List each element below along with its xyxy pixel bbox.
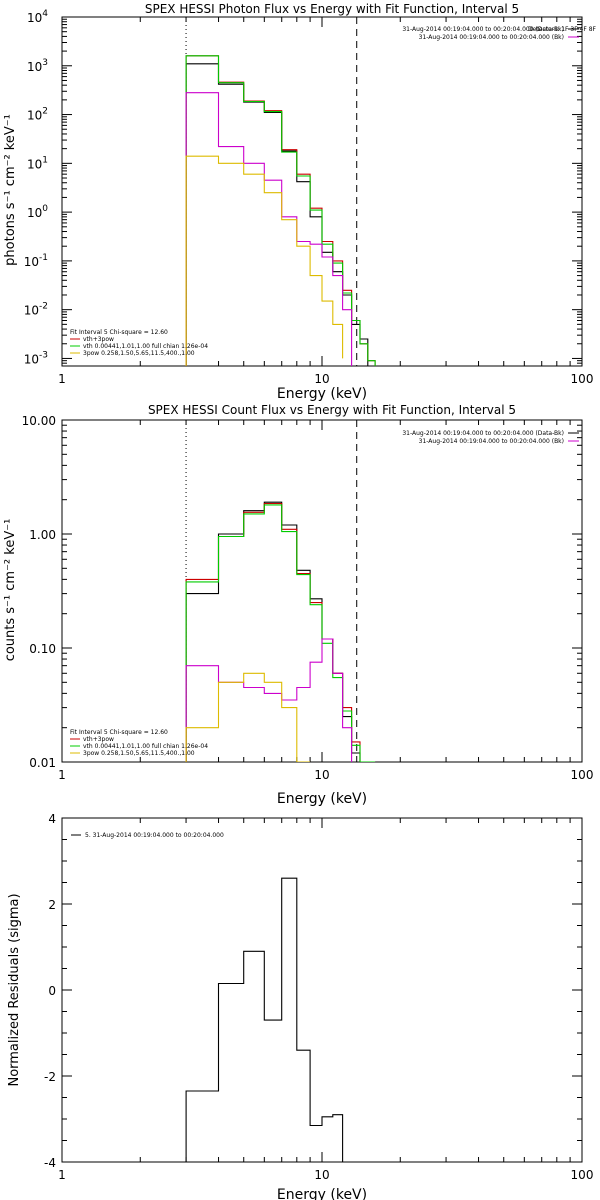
- x-tick-label: 10: [314, 768, 329, 782]
- fit-legend-header: Fit Interval 5 Chi-square = 12.60: [70, 329, 168, 336]
- y-tick-label: 4: [48, 812, 56, 826]
- x-tick-label: 100: [571, 372, 594, 386]
- plot-area: 1 10 100 10-3 10-2 10-1 100 101 102 103 104 31-Aug-…: [24, 9, 594, 386]
- x-tick-label: 1: [58, 1168, 66, 1182]
- plot-frame: [61, 817, 583, 1163]
- x-tick-label: 1: [58, 768, 66, 782]
- series-line: [185, 55, 376, 366]
- x-axis-label: Energy (keV): [277, 386, 367, 402]
- residuals-panel: 1 10 100 -4 -2 0 2 4 5. 31-Aug-2014 00:19:04.000…: [7, 812, 593, 1200]
- legend-entry: 5. 31-Aug-2014 00:19:04.000 to 00:20:04.…: [85, 832, 224, 839]
- series-line: [185, 55, 376, 366]
- x-axis-label: Energy (keV): [277, 791, 367, 807]
- legend-entry: 31-Aug-2014 00:19:04.000 to 00:20:04.000…: [402, 430, 564, 437]
- legend-entry: 31-Aug-2014 00:19:04.000 to 00:20:04.000…: [419, 438, 564, 445]
- y-axis-label: photons s⁻¹ cm⁻² keV⁻¹: [3, 114, 18, 266]
- y-tick-label: -4: [44, 1156, 56, 1170]
- y-tick-label: 1.00: [29, 528, 56, 542]
- x-tick-label: 100: [571, 768, 594, 782]
- count-flux-panel: SPEX HESSI Count Flux vs Energy with Fit…: [3, 403, 593, 807]
- legend-entry: 31-Aug-2014 00:19:04.000 to 00:20:04.000…: [402, 26, 564, 33]
- y-tick-label: 10-1: [24, 253, 48, 269]
- series-line: [185, 92, 353, 366]
- legend-header: Detectors: 1F 3F 4F 8F: [528, 26, 597, 33]
- plot-frame: [61, 16, 583, 367]
- series-line: [185, 504, 376, 762]
- photon-flux-panel: SPEX HESSI Photon Flux vs Energy with Fi…: [3, 2, 597, 402]
- fit-legend-entry: vth 0.00441,1.01,1.00 full chian 1.26e-0…: [83, 743, 208, 750]
- y-tick-label: 101: [27, 155, 48, 171]
- y-tick-label: 104: [27, 9, 48, 25]
- series-line: [185, 155, 344, 366]
- chart-title: SPEX HESSI Count Flux vs Energy with Fit…: [148, 403, 516, 417]
- y-tick-label: 10-2: [24, 302, 48, 318]
- y-tick-label: 102: [27, 107, 48, 123]
- series-line: [185, 63, 369, 366]
- y-tick-label: -2: [44, 1070, 56, 1084]
- fit-legend-header: Fit Interval 5 Chi-square = 12.60: [70, 729, 168, 736]
- y-axis-label: Normalized Residuals (sigma): [7, 893, 22, 1086]
- fit-legend-entry: vth+3pow: [83, 336, 114, 343]
- y-tick-label: 100: [27, 204, 48, 220]
- x-tick-label: 1: [58, 372, 66, 386]
- y-tick-label: 10-3: [24, 350, 48, 366]
- y-tick-label: 0.10: [29, 642, 56, 656]
- fit-legend-entry: 3pow 0.258,1.50,5.65,11.5,400.,1.00: [83, 750, 195, 757]
- plot-area: 1 10 100 0.01 0.10 1.00 10.00 31-Aug-2014 00:19…: [22, 414, 594, 782]
- plot-area: 1 10 100 -4 -2 0 2 4 5. 31-Aug-2014 00:19:04.000…: [44, 812, 593, 1182]
- series-line: [185, 672, 311, 762]
- x-tick-label: 100: [571, 1168, 594, 1182]
- fit-legend-entry: vth 0.00441,1.01,1.00 full chian 1.26e-0…: [83, 343, 208, 350]
- series-line: [185, 877, 344, 1162]
- series-line: [185, 638, 353, 762]
- x-tick-label: 10: [314, 372, 329, 386]
- x-axis-label: Energy (keV): [277, 1187, 367, 1200]
- y-tick-label: 103: [27, 58, 48, 74]
- x-tick-label: 10: [314, 1168, 329, 1182]
- fit-legend-entry: 3pow 0.258,1.50,5.65,11.5,400.,1.00: [83, 350, 195, 357]
- series-line: [185, 501, 361, 762]
- y-tick-label: 2: [48, 898, 56, 912]
- plot-frame: [61, 419, 583, 763]
- y-axis-label: counts s⁻¹ cm⁻² keV⁻¹: [3, 519, 18, 662]
- y-tick-label: 10.00: [22, 414, 56, 428]
- legend-entry: 31-Aug-2014 00:19:04.000 to 00:20:04.000…: [419, 34, 564, 41]
- chart-title: SPEX HESSI Photon Flux vs Energy with Fi…: [145, 2, 519, 16]
- y-tick-label: 0: [48, 984, 56, 998]
- y-tick-label: 0.01: [29, 756, 56, 770]
- series-line: [185, 502, 376, 762]
- fit-legend-entry: vth+3pow: [83, 736, 114, 743]
